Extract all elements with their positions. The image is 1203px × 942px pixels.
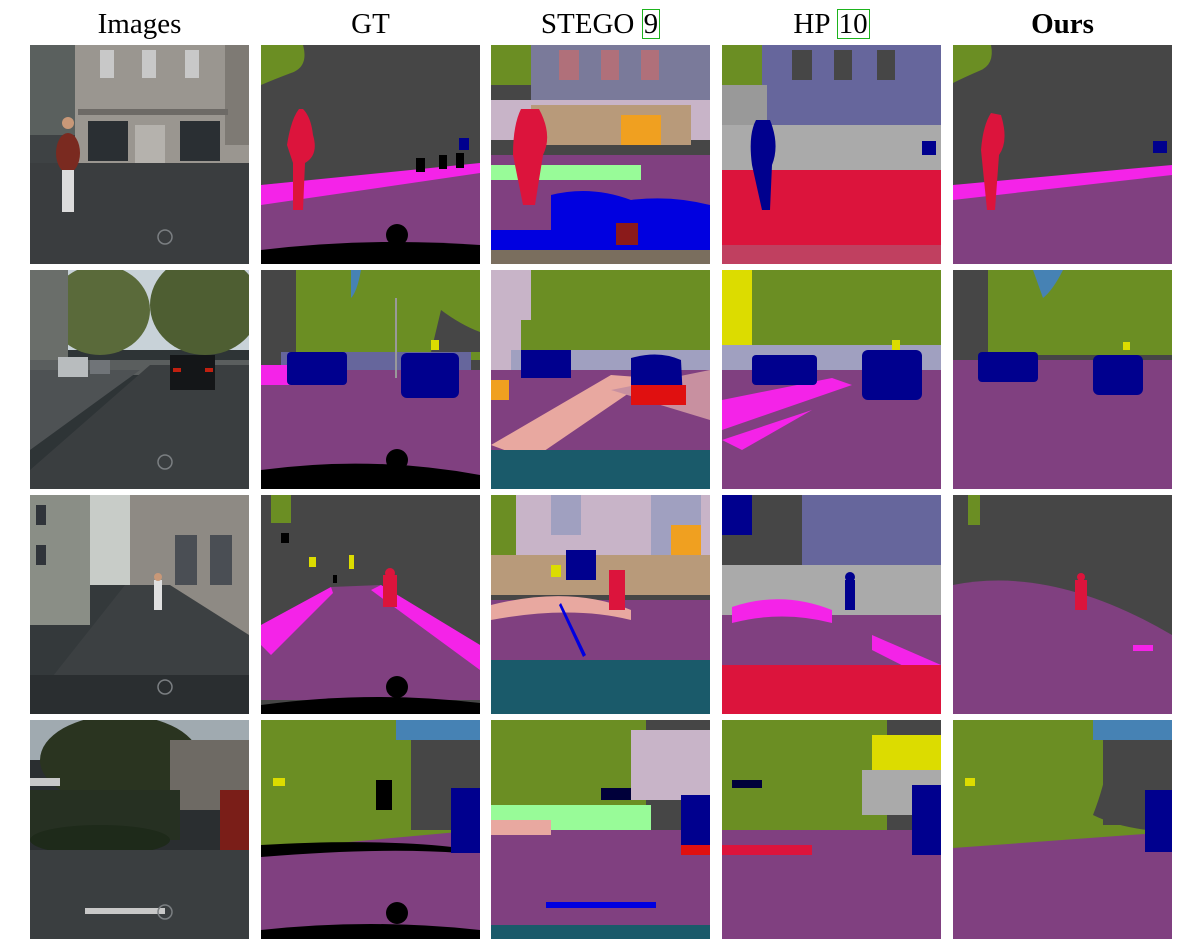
hp-prediction-row-2: [722, 270, 941, 489]
column-header-label: GT: [351, 8, 390, 40]
column-header-label: HP: [793, 8, 837, 40]
stego-prediction-row-3: [491, 495, 710, 714]
ours-prediction-row-4: [953, 720, 1172, 939]
citation-link[interactable]: 9: [641, 8, 661, 40]
stego-prediction-row-1: [491, 45, 710, 264]
stego-prediction-row-4: [491, 720, 710, 939]
hp-prediction-row-1: [722, 45, 941, 264]
hp-prediction-row-4: [722, 720, 941, 939]
citation-link[interactable]: 10: [836, 8, 870, 40]
column-header-hp: HP 10: [722, 4, 941, 44]
ground-truth-segmentation-row-3: [261, 495, 480, 714]
ground-truth-segmentation-row-2: [261, 270, 480, 489]
input-image-row-3: [30, 495, 249, 714]
input-image-row-4: [30, 720, 249, 939]
ours-prediction-row-2: [953, 270, 1172, 489]
ground-truth-segmentation-row-1: [261, 45, 480, 264]
column-header-images: Images: [30, 4, 249, 44]
ours-prediction-row-1: [953, 45, 1172, 264]
hp-prediction-row-3: [722, 495, 941, 714]
column-header-label: Images: [97, 8, 182, 40]
input-image-row-2: [30, 270, 249, 489]
column-header-label: Ours: [1031, 8, 1094, 40]
column-header-stego: STEGO 9: [491, 4, 710, 44]
input-image-row-1: [30, 45, 249, 264]
column-header-gt: GT: [261, 4, 480, 44]
ground-truth-segmentation-row-4: [261, 720, 480, 939]
column-header-ours: Ours: [953, 4, 1172, 44]
stego-prediction-row-2: [491, 270, 710, 489]
column-header-label: STEGO: [540, 8, 642, 40]
ours-prediction-row-3: [953, 495, 1172, 714]
